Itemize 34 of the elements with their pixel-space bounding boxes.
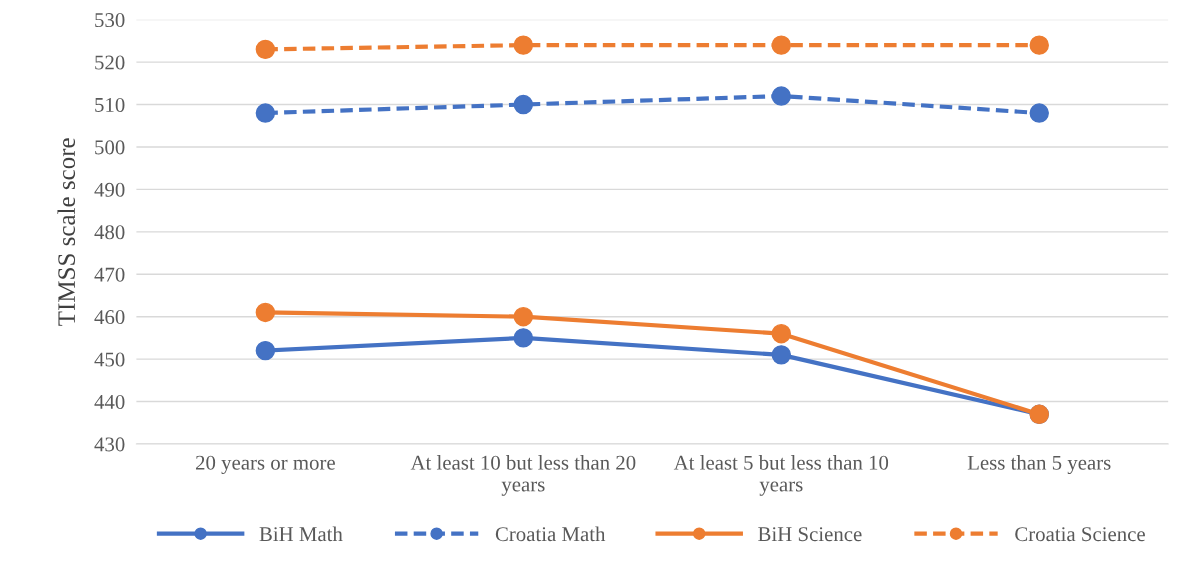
point (513, 306, 534, 327)
y-tick-label: 500 (95, 140, 125, 155)
y-tick-label: 480 (94, 225, 125, 240)
y-tick-label: 430 (94, 437, 125, 452)
y-tick-label: 520 (95, 55, 125, 70)
point (255, 302, 276, 323)
x-tick-label: At least 10 but less than 20 years (410, 455, 636, 496)
point (771, 345, 792, 365)
point (255, 340, 276, 361)
point (255, 103, 276, 123)
legend-label: Croatia Science (1015, 527, 1145, 542)
point (1029, 35, 1049, 55)
point (1029, 103, 1049, 123)
y-tick-label: 460 (94, 310, 125, 325)
y-tick-label: 470 (94, 267, 125, 282)
y-tick-label: 510 (95, 97, 125, 112)
y-tick-label: 530 (95, 13, 125, 28)
legend-label: Croatia Math (495, 526, 606, 542)
y-axis-title: TIMSS scale score (57, 138, 76, 326)
x-tick-label: Less than 5 years (967, 455, 1111, 475)
y-tick-label: 440 (94, 394, 125, 409)
legend-label: BiH Math (259, 526, 343, 542)
point (771, 86, 792, 106)
point (771, 323, 792, 344)
point (513, 328, 534, 348)
y-tick-label: 450 (94, 352, 125, 367)
point (513, 94, 534, 115)
legend-label: BiH Science (758, 527, 862, 542)
point (513, 35, 534, 55)
point (255, 39, 276, 60)
x-tick-label: At least 5 but less than 10 years (673, 455, 889, 496)
x-tick-label: 20 years or more (195, 455, 335, 474)
y-tick-label: 490 (94, 182, 125, 197)
point (771, 35, 792, 55)
